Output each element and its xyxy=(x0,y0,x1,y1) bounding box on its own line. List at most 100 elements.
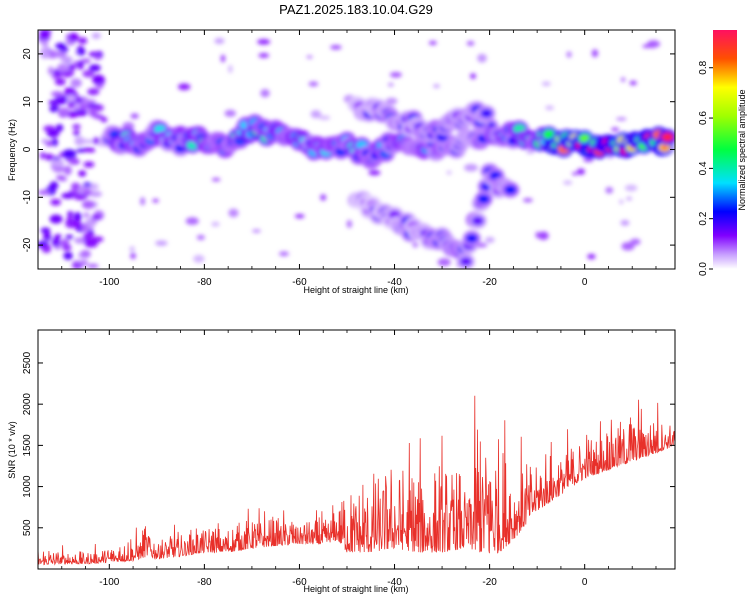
heatmap-noise xyxy=(152,198,159,203)
heatmap-noise xyxy=(318,115,331,120)
heatmap-speckle xyxy=(88,191,103,198)
heatmap-noise xyxy=(258,52,270,58)
heatmap-speckle xyxy=(57,107,70,116)
spectrogram-y-tick-label: 10 xyxy=(22,96,33,108)
colorbar-ticks: 0.0 0.2 0.4 0.6 0.8 xyxy=(698,60,713,276)
heatmap-speckle xyxy=(72,221,82,229)
heatmap-speckle xyxy=(40,227,51,234)
heatmap-noise xyxy=(466,40,475,46)
heatmap-peak xyxy=(664,135,671,140)
heatmap-speckle xyxy=(57,63,68,72)
heatmap-core xyxy=(465,233,478,243)
spectrogram-y-tick-label: -10 xyxy=(22,190,33,205)
heatmap-speckle xyxy=(81,200,95,209)
heatmap-noise xyxy=(605,186,614,194)
heatmap-noise xyxy=(389,71,402,78)
heatmap-speckle xyxy=(47,66,54,76)
heatmap-speckle xyxy=(73,212,82,222)
heatmap-speckle xyxy=(70,182,81,191)
snr-y-tick-label: 1000 xyxy=(22,475,33,498)
heatmap-noise xyxy=(214,37,225,45)
spectrogram-y-tick-label: -20 xyxy=(22,237,33,252)
heatmap-speckle xyxy=(67,211,74,217)
heatmap-noise xyxy=(193,254,205,263)
heatmap-speckle xyxy=(81,223,89,233)
heatmap-speckle xyxy=(39,152,47,160)
heatmap-speckle xyxy=(86,103,101,108)
heatmap-speckle xyxy=(88,51,99,57)
heatmap-noise xyxy=(446,170,452,175)
heatmap-noise xyxy=(177,83,191,91)
snr-y-tick-label: 2500 xyxy=(22,351,33,374)
colorbar-tick-label: 0.8 xyxy=(698,60,709,74)
heatmap-noise xyxy=(129,246,135,252)
heatmap-speckle xyxy=(48,99,60,106)
heatmap-noise xyxy=(470,73,476,79)
heatmap-speckle xyxy=(74,109,88,117)
heatmap-noise xyxy=(541,81,551,87)
heatmap-speckle xyxy=(93,55,102,60)
spectrogram-y-tick-label: 0 xyxy=(22,146,33,152)
heatmap-speckle xyxy=(45,153,53,162)
heatmap-noise xyxy=(642,44,652,49)
heatmap-noise xyxy=(228,64,233,74)
heatmap-noise xyxy=(582,157,594,163)
spectrogram-heatmap xyxy=(38,30,675,269)
heatmap-noise xyxy=(310,110,322,119)
heatmap-speckle xyxy=(49,214,63,224)
heatmap-speckle xyxy=(88,107,98,118)
heatmap-core xyxy=(477,194,490,204)
heatmap-noise xyxy=(563,180,573,185)
heatmap-noise xyxy=(484,236,495,244)
heatmap-noise xyxy=(437,258,451,267)
heatmap-speckle xyxy=(88,64,101,72)
heatmap-noise xyxy=(220,54,226,63)
snr-y-tick-label: 1500 xyxy=(22,434,33,457)
heatmap-core xyxy=(480,108,493,118)
heatmap-noise xyxy=(308,81,319,87)
spectrogram-x-label: Height of straight line (km) xyxy=(303,285,408,295)
heatmap-noise xyxy=(629,80,637,86)
heatmap-speckle xyxy=(55,175,66,180)
heatmap-noise xyxy=(330,44,342,50)
heatmap-noise xyxy=(257,39,271,45)
heatmap-speckle xyxy=(68,32,79,42)
heatmap-speckle xyxy=(91,214,102,220)
heatmap-core xyxy=(504,185,517,195)
heatmap-noise xyxy=(615,117,627,121)
chart-title: PAZ1.2025.183.10.04.G29 xyxy=(279,2,433,17)
heatmap-noise xyxy=(619,199,624,205)
snr-y-tick-label: 2000 xyxy=(22,393,33,416)
heatmap-speckle xyxy=(61,192,75,199)
snr-x-tick-label: -20 xyxy=(482,577,497,588)
heatmap-noise xyxy=(224,109,236,117)
colorbar: 0.0 0.2 0.4 0.6 0.8 Normalized spectral ampl… xyxy=(698,30,747,276)
colorbar-tick-label: 0.2 xyxy=(698,211,709,225)
heatmap-noise xyxy=(477,53,487,63)
heatmap-speckle xyxy=(78,37,88,45)
heatmap-noise xyxy=(385,97,398,105)
heatmap-noise xyxy=(228,208,239,218)
heatmap-speckle xyxy=(67,94,76,102)
spectrogram-x-tick-label: -100 xyxy=(99,277,119,288)
spectrogram-y-tick-label: 20 xyxy=(22,48,33,60)
heatmap-speckle xyxy=(80,249,91,258)
heatmap-speckle xyxy=(68,65,76,71)
snr-series-line xyxy=(38,395,675,566)
spectrogram-x-tick-label: 0 xyxy=(582,277,588,288)
heatmap-noise xyxy=(412,242,419,248)
spectrogram-x-tick-label: -20 xyxy=(482,277,497,288)
heatmap-speckle xyxy=(55,234,62,239)
heatmap-noise xyxy=(278,251,289,257)
heatmap-noise xyxy=(306,55,313,59)
colorbar-gradient xyxy=(713,30,737,269)
heatmap-speckle xyxy=(78,260,89,266)
heatmap-speckle xyxy=(77,60,84,70)
heatmap-noise xyxy=(538,231,549,241)
heatmap-core xyxy=(578,133,591,143)
heatmap-speckle xyxy=(81,139,95,144)
heatmap-speckle xyxy=(83,161,95,168)
